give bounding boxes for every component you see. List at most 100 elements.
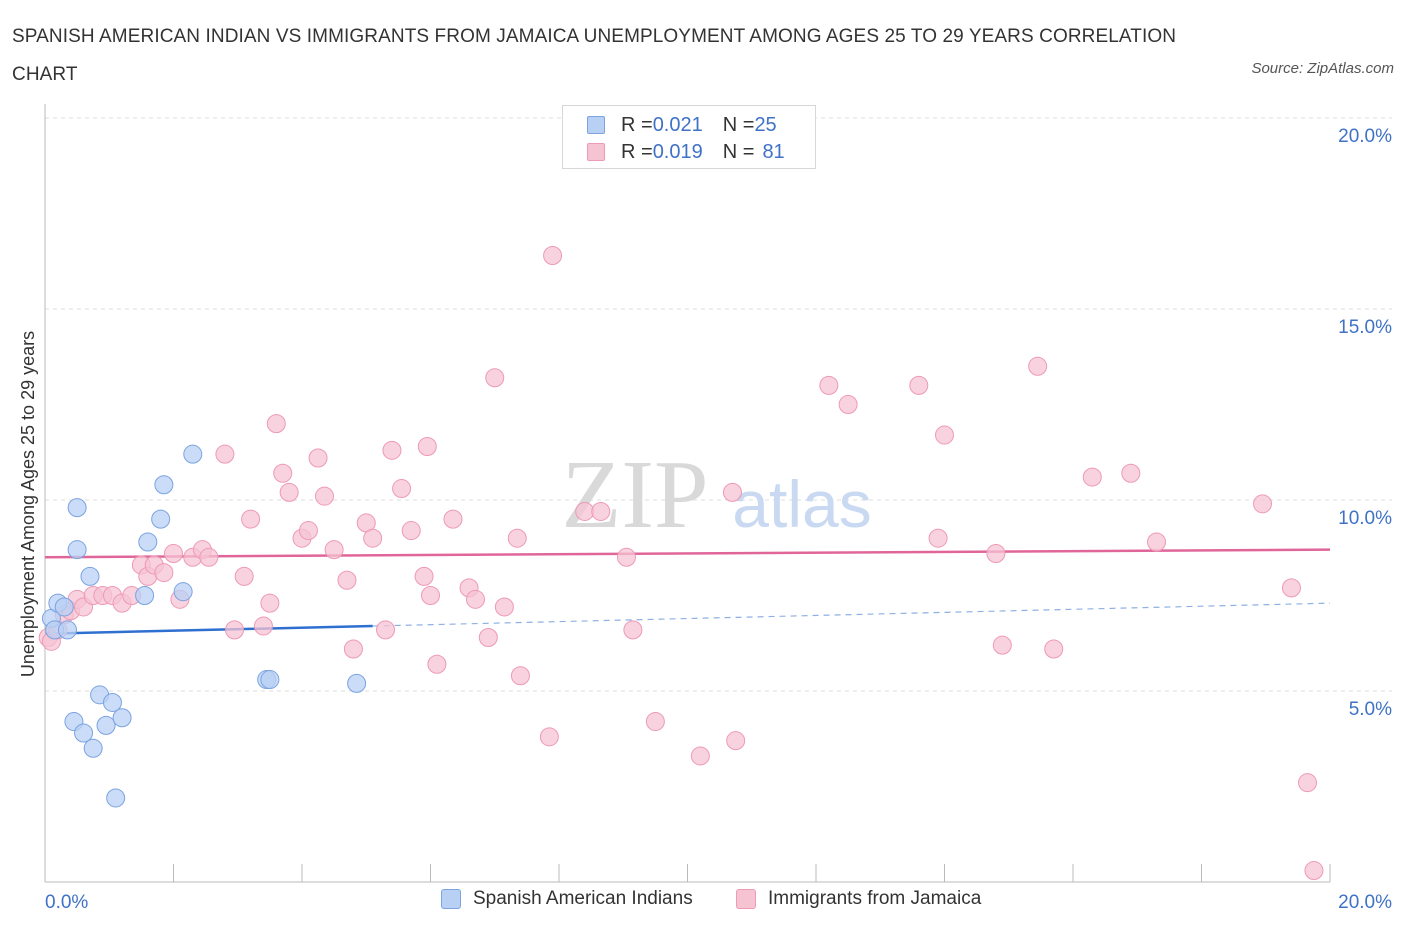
- legend-row-pink: R = 0.019 N = 81: [587, 139, 785, 165]
- source-label: Source: ZipAtlas.com: [1251, 60, 1394, 77]
- point-immigrants-from-jamaica: [1298, 773, 1318, 793]
- legend-r-value: 0.019: [652, 140, 703, 163]
- point-immigrants-from-jamaica: [690, 746, 710, 766]
- point-spanish-american-indians: [260, 670, 280, 690]
- trend-line-spanish: [44, 624, 373, 635]
- y-tick-label: 10.0%: [1338, 508, 1392, 529]
- point-immigrants-from-jamaica: [260, 593, 280, 613]
- legend-swatch-pink: [736, 889, 756, 909]
- point-spanish-american-indians: [67, 540, 87, 560]
- legend-item-spanish-american-indians[interactable]: Spanish American Indians: [441, 888, 693, 910]
- axis-labels: 5.0% 10.0% 15.0% 20.0% 0.0% 20.0% Unemployment…: [18, 126, 1392, 913]
- point-immigrants-from-jamaica: [575, 501, 595, 521]
- grid-lines: [45, 117, 1392, 692]
- point-immigrants-from-jamaica: [164, 543, 183, 563]
- y-tick-label: 5.0%: [1349, 699, 1392, 720]
- point-spanish-american-indians: [183, 444, 203, 464]
- legend-label-series2: Immigrants from Jamaica: [768, 888, 982, 909]
- legend-swatch-pink: [587, 143, 605, 161]
- point-immigrants-from-jamaica: [485, 368, 505, 388]
- data-points: [38, 246, 1324, 881]
- point-immigrants-from-jamaica: [623, 620, 643, 640]
- point-immigrants-from-jamaica: [199, 547, 219, 567]
- point-immigrants-from-jamaica: [337, 570, 357, 590]
- point-immigrants-from-jamaica: [539, 727, 559, 747]
- chart-title: SPANISH AMERICAN INDIAN VS IMMIGRANTS FR…: [12, 26, 1177, 85]
- legend-n-value: 81: [762, 140, 785, 163]
- point-immigrants-from-jamaica: [253, 616, 273, 636]
- series-legend: Spanish American Indians Immigrants from…: [0, 888, 1406, 916]
- point-immigrants-from-jamaica: [1044, 639, 1064, 659]
- point-immigrants-from-jamaica: [465, 589, 485, 609]
- legend-r-value: 0.021: [652, 113, 703, 136]
- point-immigrants-from-jamaica: [726, 731, 746, 751]
- point-immigrants-from-jamaica: [376, 620, 396, 640]
- point-immigrants-from-jamaica: [838, 395, 858, 414]
- point-immigrants-from-jamaica: [494, 597, 514, 617]
- point-spanish-american-indians: [138, 532, 158, 552]
- point-spanish-american-indians: [80, 566, 100, 586]
- legend-row-blue: R = 0.021 N = 25: [587, 112, 777, 138]
- point-spanish-american-indians: [106, 788, 126, 808]
- point-spanish-american-indians: [54, 597, 74, 617]
- trend-line-jamaica: [44, 548, 1331, 559]
- legend-swatch-blue: [587, 116, 605, 134]
- point-immigrants-from-jamaica: [266, 414, 286, 434]
- point-immigrants-from-jamaica: [478, 628, 498, 648]
- point-immigrants-from-jamaica: [273, 463, 293, 483]
- point-immigrants-from-jamaica: [819, 375, 839, 395]
- point-immigrants-from-jamaica: [645, 712, 665, 732]
- point-immigrants-from-jamaica: [722, 482, 742, 502]
- point-immigrants-from-jamaica: [382, 440, 402, 460]
- trend-lines: [44, 548, 1331, 635]
- point-immigrants-from-jamaica: [1028, 356, 1048, 376]
- point-spanish-american-indians: [67, 498, 87, 518]
- point-immigrants-from-jamaica: [443, 509, 463, 529]
- point-spanish-american-indians: [173, 582, 193, 602]
- legend-label-series1: Spanish American Indians: [473, 888, 693, 909]
- legend-r-label: R =: [621, 140, 653, 163]
- point-spanish-american-indians: [112, 708, 132, 728]
- legend-item-immigrants-from-jamaica[interactable]: Immigrants from Jamaica: [736, 888, 981, 910]
- point-spanish-american-indians: [154, 475, 174, 495]
- point-immigrants-from-jamaica: [417, 437, 437, 457]
- point-immigrants-from-jamaica: [616, 547, 636, 567]
- axes: [44, 104, 1331, 883]
- legend-swatch-blue: [441, 889, 461, 909]
- point-immigrants-from-jamaica: [234, 566, 254, 586]
- stats-legend: R = 0.021 N = 25 R = 0.019 N = 81: [562, 105, 816, 169]
- point-spanish-american-indians: [102, 692, 122, 712]
- point-spanish-american-indians: [83, 738, 103, 758]
- point-immigrants-from-jamaica: [279, 482, 299, 502]
- point-immigrants-from-jamaica: [928, 528, 948, 548]
- point-immigrants-from-jamaica: [427, 654, 447, 674]
- point-spanish-american-indians: [347, 673, 367, 693]
- point-immigrants-from-jamaica: [992, 635, 1012, 655]
- legend-n-label: N =: [722, 113, 755, 136]
- point-immigrants-from-jamaica: [314, 486, 334, 506]
- point-spanish-american-indians: [96, 715, 116, 735]
- legend-n-value: 25: [754, 113, 777, 136]
- point-immigrants-from-jamaica: [1304, 861, 1324, 881]
- point-immigrants-from-jamaica: [392, 479, 412, 499]
- point-immigrants-from-jamaica: [1253, 494, 1273, 514]
- legend-n-label: N =: [722, 140, 755, 163]
- point-immigrants-from-jamaica: [363, 528, 383, 548]
- point-immigrants-from-jamaica: [401, 521, 421, 541]
- y-axis-title: Unemployment Among Ages 25 to 29 years: [18, 331, 38, 677]
- point-immigrants-from-jamaica: [986, 543, 1006, 563]
- x-tick-label-min: 0.0%: [45, 892, 88, 913]
- point-immigrants-from-jamaica: [241, 509, 261, 529]
- legend-r-label: R =: [621, 113, 653, 136]
- point-immigrants-from-jamaica: [909, 375, 929, 395]
- point-spanish-american-indians: [57, 620, 77, 640]
- point-spanish-american-indians: [151, 509, 171, 529]
- point-immigrants-from-jamaica: [935, 425, 954, 445]
- y-tick-label: 20.0%: [1338, 126, 1392, 147]
- point-immigrants-from-jamaica: [507, 528, 527, 548]
- point-immigrants-from-jamaica: [510, 666, 530, 686]
- point-immigrants-from-jamaica: [421, 586, 440, 605]
- point-immigrants-from-jamaica: [1281, 578, 1301, 598]
- point-immigrants-from-jamaica: [591, 501, 611, 521]
